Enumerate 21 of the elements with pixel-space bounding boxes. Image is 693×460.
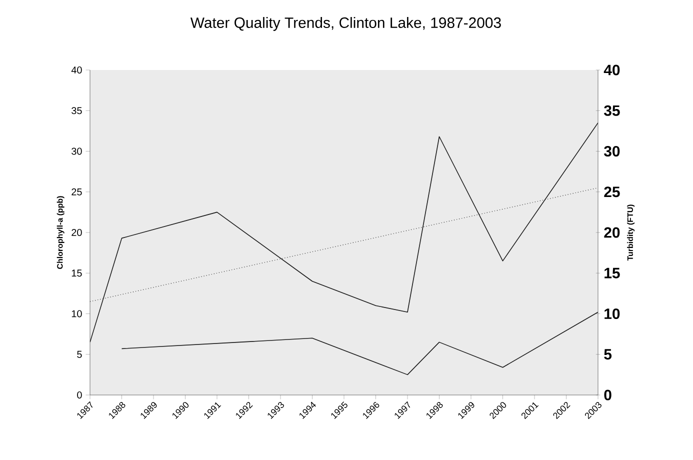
chart-title: Water Quality Trends, Clinton Lake, 1987-2003 bbox=[190, 17, 501, 31]
y2-tick-label: 5 bbox=[604, 349, 612, 360]
line-series bbox=[121, 312, 598, 376]
y2-tick-label: 20 bbox=[604, 227, 620, 238]
y-tick-label: 0 bbox=[77, 391, 82, 399]
y2-tick-label: 15 bbox=[604, 268, 620, 278]
y-tick-label: 30 bbox=[72, 148, 82, 155]
y2-tick-label: 25 bbox=[604, 186, 620, 198]
y2-tick-label: 35 bbox=[604, 105, 620, 116]
y-tick-label: 10 bbox=[72, 310, 82, 318]
y2-tick-label: 0 bbox=[604, 390, 612, 400]
y2-tick-label: 10 bbox=[604, 308, 620, 320]
y-tick-label: 25 bbox=[72, 188, 82, 196]
y2-tick-label: 30 bbox=[604, 146, 620, 157]
y-tick-label: 15 bbox=[72, 270, 82, 277]
y2-tick-label: 40 bbox=[604, 64, 620, 76]
line-series bbox=[90, 122, 598, 343]
y-tick-label: 20 bbox=[72, 228, 82, 236]
y-tick-label: 40 bbox=[71, 66, 82, 74]
y-tick-label: 35 bbox=[72, 107, 82, 114]
y-tick-label: 5 bbox=[77, 350, 82, 358]
